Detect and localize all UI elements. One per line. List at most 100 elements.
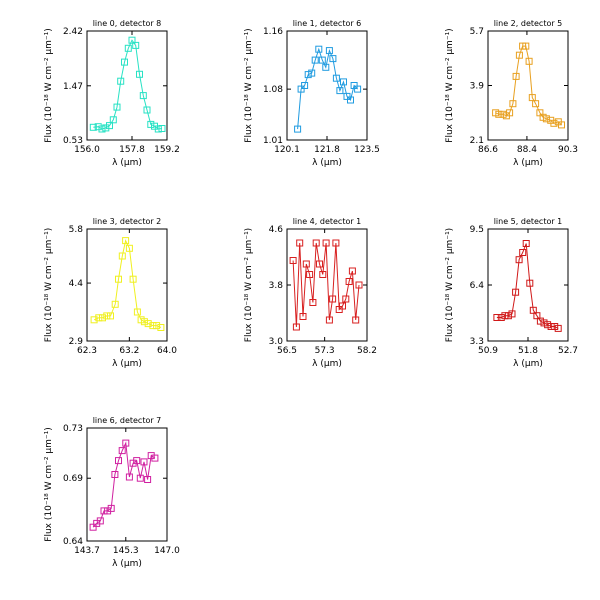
data-point: [115, 457, 122, 465]
data-point: [89, 123, 97, 131]
data-point: [352, 316, 360, 324]
data-point: [347, 96, 354, 104]
data-point: [512, 72, 520, 80]
y-tick-label: 3.8: [269, 281, 284, 291]
x-tick-label: 63.2: [119, 346, 139, 356]
data-point: [296, 239, 304, 247]
data-point: [133, 308, 141, 316]
data-point: [128, 36, 136, 44]
data-point: [140, 458, 148, 466]
y-axis-label: Flux (10⁻¹⁸ W cm⁻² μm⁻¹): [244, 228, 254, 342]
x-tick-label: 90.3: [558, 145, 578, 155]
y-tick-label: 9.5: [470, 225, 484, 235]
x-axis-label: λ (μm): [312, 158, 342, 168]
data-point: [301, 82, 309, 89]
data-point: [315, 45, 323, 53]
chart-title: line 5, detector 1: [494, 217, 563, 226]
data-point: [129, 275, 137, 283]
data-point: [95, 314, 103, 322]
data-point: [497, 314, 505, 321]
x-tick-label: 157.8: [119, 145, 145, 155]
y-tick-label: 5.8: [69, 225, 84, 235]
data-point: [512, 288, 520, 296]
y-tick-label: 3.9: [470, 82, 485, 92]
x-tick-label: 147.0: [154, 546, 180, 556]
data-point: [122, 439, 130, 447]
chart-panel-0: line 0, detector 8 156.0 157.8 159.2 0.53 1.4…: [44, 19, 180, 168]
data-point: [96, 517, 104, 525]
data-point: [325, 47, 333, 55]
y-tick-label: 0.64: [63, 537, 83, 547]
y-tick-label: 1.01: [263, 136, 283, 146]
y-tick-label: 0.53: [63, 136, 83, 146]
chart-title: line 4, detector 1: [293, 217, 362, 226]
plot-frame: [487, 228, 569, 342]
data-point: [107, 312, 114, 320]
data-point: [529, 306, 537, 314]
data-point: [103, 312, 111, 320]
data-point: [158, 125, 166, 132]
data-point: [318, 56, 326, 64]
data-point: [306, 271, 314, 278]
x-tick-label: 64.0: [157, 346, 177, 356]
data-point: [144, 320, 152, 328]
data-point: [115, 275, 122, 283]
x-tick-label: 58.2: [357, 346, 377, 356]
data-point: [299, 313, 307, 320]
data-point: [504, 312, 512, 320]
y-tick-label: 1.16: [263, 27, 283, 37]
series-line: [93, 239, 162, 328]
chart-title: line 6, detector 7: [93, 416, 162, 425]
data-point: [94, 123, 102, 131]
data-point: [522, 42, 530, 50]
data-point: [102, 124, 110, 132]
chart-title: line 1, detector 6: [293, 19, 362, 28]
data-point: [309, 299, 317, 306]
data-point: [522, 240, 530, 247]
data-point: [111, 471, 119, 478]
y-axis-label: Flux (10⁻¹⁸ W cm⁻² μm⁻¹): [44, 28, 54, 142]
x-axis-label: λ (μm): [112, 359, 142, 369]
data-point: [519, 249, 527, 256]
y-axis-label: Flux (10⁻¹⁸ W cm⁻² μm⁻¹): [445, 28, 455, 142]
y-tick-label: 5.7: [470, 27, 484, 37]
y-axis-label: Flux (10⁻¹⁸ W cm⁻² μm⁻¹): [445, 228, 455, 342]
x-tick-label: 159.2: [154, 145, 180, 155]
data-point: [107, 504, 115, 512]
data-point: [316, 260, 323, 268]
data-point: [550, 119, 558, 127]
chart-panel-4: line 4, detector 1 56.5 57.3 58.2 3.0 3.8 4.6 λ…: [244, 217, 377, 369]
data-point: [122, 237, 130, 245]
data-point: [125, 473, 133, 481]
x-tick-label: 88.4: [517, 145, 537, 155]
series-line: [93, 39, 163, 130]
data-point: [154, 125, 162, 133]
data-point: [329, 295, 337, 303]
data-point: [339, 302, 346, 310]
y-tick-label: 3.0: [269, 337, 284, 347]
x-axis-label: λ (μm): [513, 158, 543, 168]
x-tick-label: 56.5: [277, 346, 297, 356]
data-point: [526, 279, 534, 287]
data-point: [311, 56, 319, 64]
data-point: [508, 310, 516, 318]
data-point: [151, 454, 159, 462]
plot-frame: [86, 228, 168, 342]
x-tick-label: 120.1: [274, 145, 300, 155]
data-point: [340, 78, 347, 86]
plot-frame: [86, 427, 168, 542]
data-point: [308, 69, 316, 77]
x-tick-label: 52.7: [558, 346, 578, 356]
data-point: [147, 120, 155, 128]
data-point: [322, 63, 330, 71]
data-point: [90, 316, 98, 324]
data-point: [118, 447, 126, 455]
x-tick-label: 145.3: [113, 546, 139, 556]
data-point: [342, 295, 350, 303]
data-point: [139, 92, 147, 100]
y-axis-label: Flux (10⁻¹⁸ W cm⁻² μm⁻¹): [244, 28, 254, 142]
x-tick-label: 51.8: [518, 346, 538, 356]
data-point: [99, 314, 106, 322]
chart-panel-5: line 5, detector 1 50.9 51.8 52.7 3.3 6.4 9.5 λ…: [445, 217, 578, 369]
